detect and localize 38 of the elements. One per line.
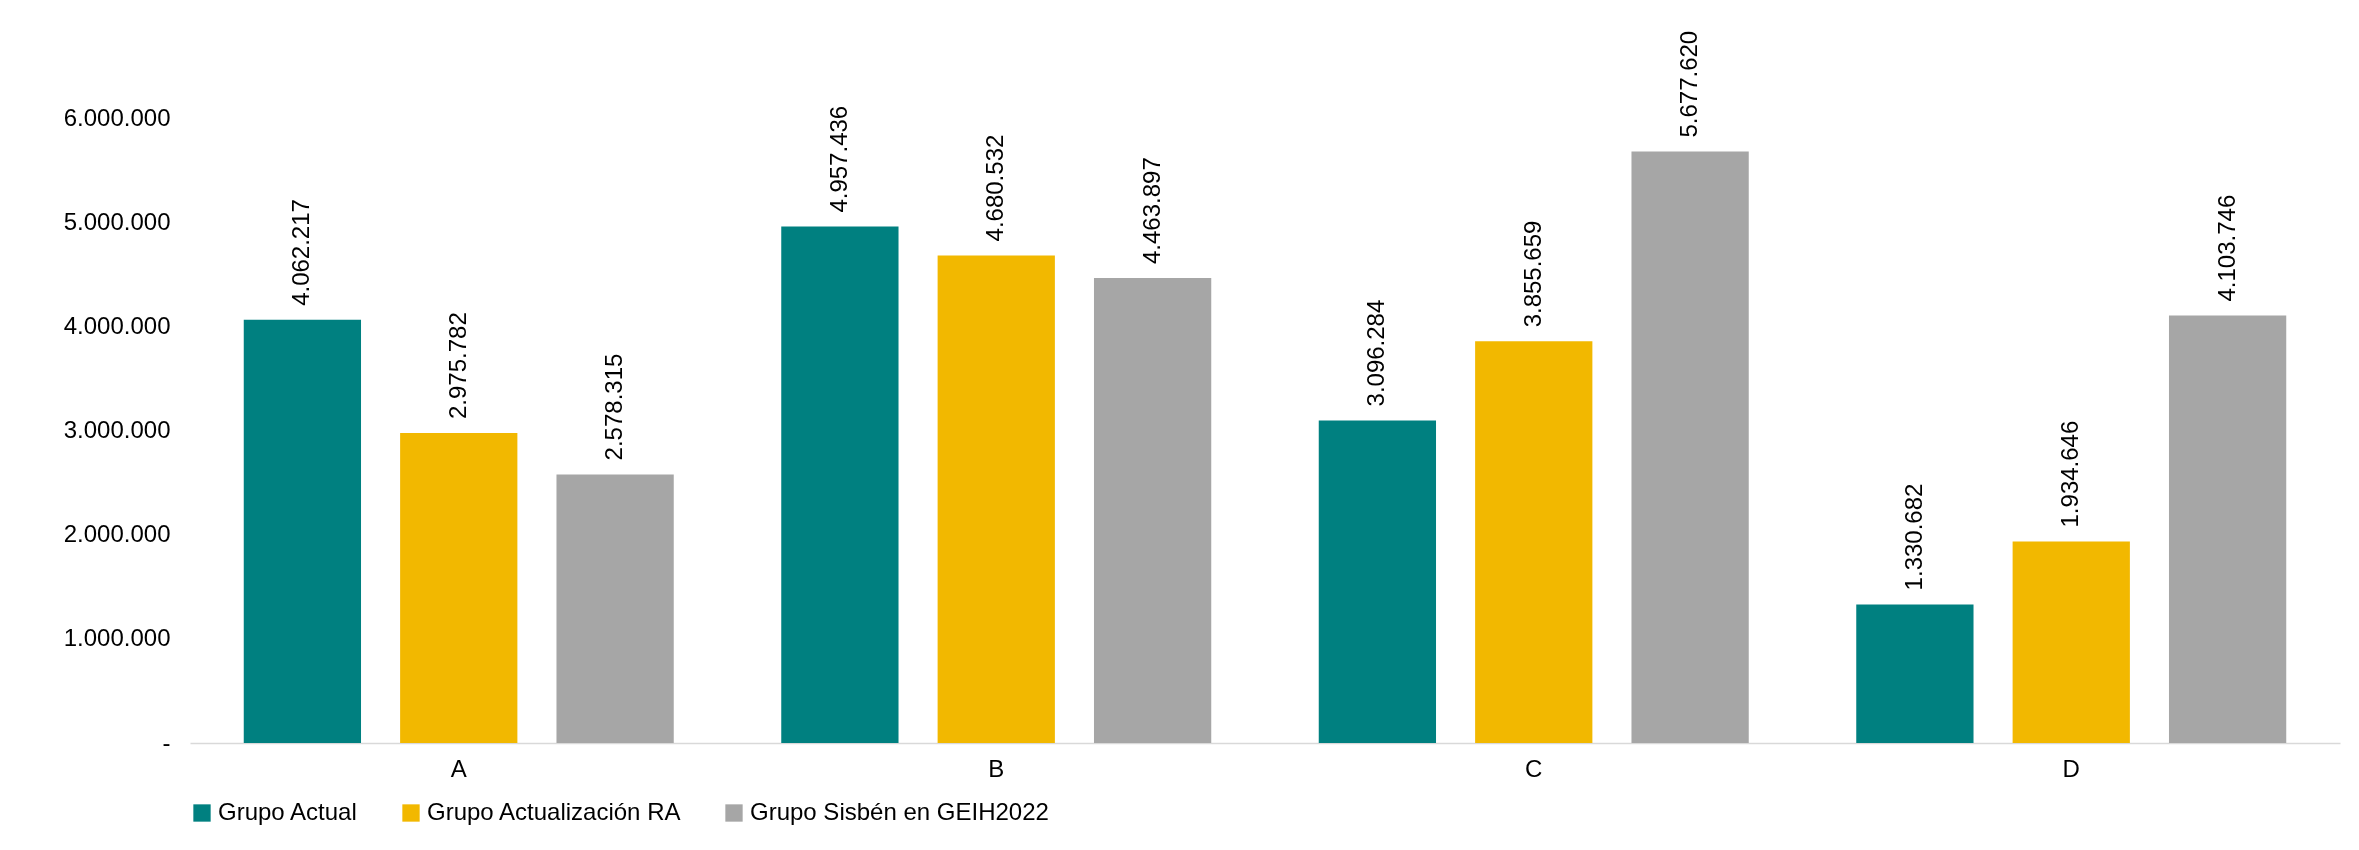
y-tick-label: - [162, 728, 171, 756]
bar [556, 474, 674, 743]
y-tick-label: 6.000.000 [63, 103, 171, 131]
x-tick-label: D [2062, 754, 2080, 782]
data-label: 3.855.659 [1518, 220, 1546, 328]
bar [2168, 315, 2287, 743]
x-tick-label: A [450, 754, 467, 782]
bar [781, 226, 899, 743]
y-tick-label: 3.000.000 [63, 416, 171, 443]
x-tick-label: B [988, 754, 1005, 782]
bar [243, 319, 362, 743]
x-tick-label: C [1525, 754, 1543, 782]
data-label: 2.975.782 [443, 312, 471, 420]
data-label: 4.957.436 [824, 105, 852, 213]
data-label: 2.578.315 [600, 353, 628, 461]
bar [1856, 604, 1974, 743]
bar [400, 433, 518, 743]
bar [1093, 278, 1212, 743]
y-tick-label: 1.000.000 [63, 624, 171, 652]
data-label: 4.062.217 [287, 199, 315, 306]
data-label: 1.934.646 [2056, 420, 2084, 528]
legend-label: Grupo Actual [218, 798, 357, 825]
y-tick-label: 4.000.000 [63, 311, 171, 339]
legend-label: Grupo Sisbén en GEIH2022 [750, 798, 1049, 825]
data-label: 1.330.682 [1899, 483, 1927, 591]
data-label: 3.096.284 [1362, 299, 1390, 407]
data-label: 5.677.620 [1675, 30, 1703, 138]
bar [1631, 151, 1749, 743]
data-label: 4.680.532 [981, 134, 1009, 242]
y-tick-label: 2.000.000 [63, 520, 171, 548]
legend-label: Grupo Actualización RA [427, 798, 681, 825]
bar [2012, 541, 2130, 743]
bar [1318, 420, 1437, 743]
data-label: 4.103.746 [2212, 194, 2240, 302]
data-label: 4.463.897 [1137, 157, 1165, 265]
bar [937, 255, 1055, 743]
bar [1475, 341, 1593, 743]
y-tick-label: 5.000.000 [63, 207, 171, 235]
